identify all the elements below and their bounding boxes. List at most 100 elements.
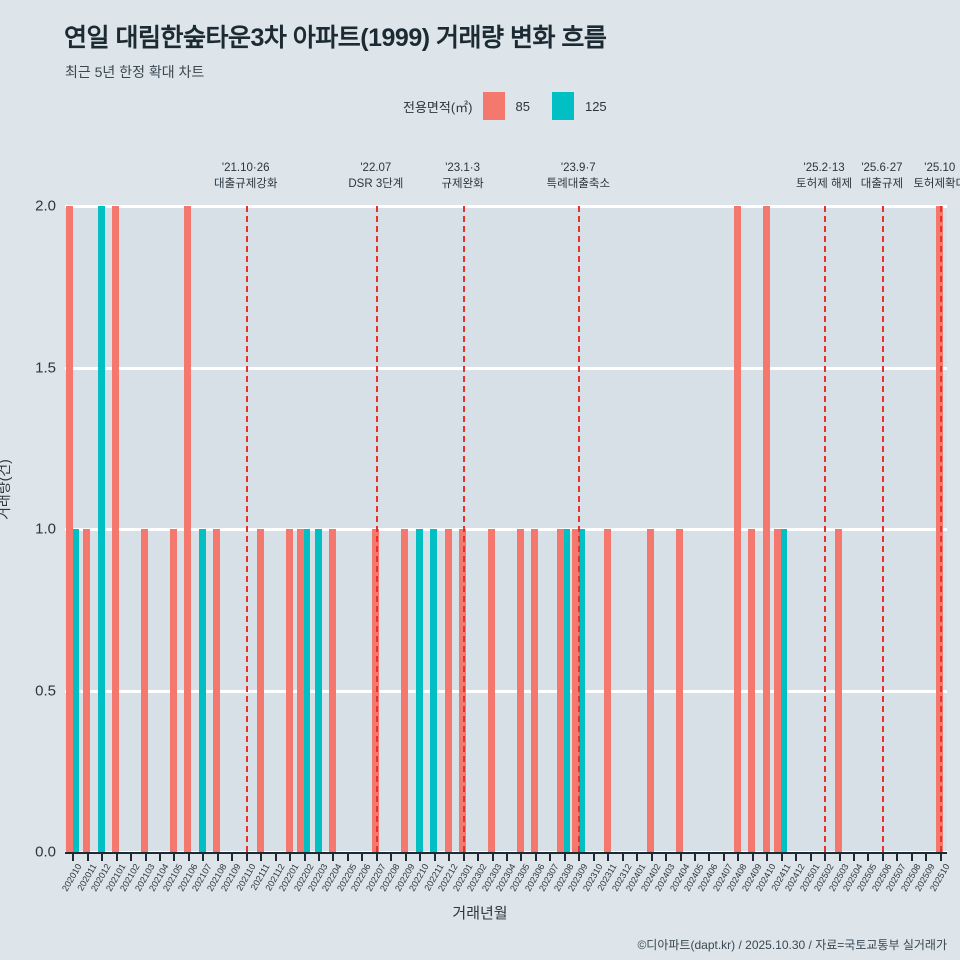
x-tick: [130, 852, 133, 861]
annotation-text: 대출규제강화: [213, 178, 278, 190]
bar-85: [557, 529, 565, 852]
bar-125: [415, 529, 423, 852]
annotation-line: [824, 206, 827, 852]
bar-85: [444, 529, 452, 852]
x-tick: [231, 852, 234, 861]
bar-125: [71, 529, 79, 852]
x-tick: [636, 852, 639, 861]
bar-85: [488, 529, 496, 852]
bar-85: [762, 206, 770, 852]
page-subtitle: 최근 5년 한정 확대 차트: [65, 64, 205, 80]
bar-85: [328, 529, 336, 852]
x-tick: [404, 852, 407, 861]
bar-125: [314, 529, 322, 852]
annotation-line: [375, 206, 378, 852]
gridline: [65, 689, 947, 693]
x-tick: [592, 852, 595, 861]
legend-swatch-125: [551, 92, 574, 120]
x-tick: [506, 852, 508, 861]
annotation-label: '23.9·7 특례대출축소: [547, 160, 610, 192]
x-axis-title: 거래년월: [452, 905, 508, 922]
x-tick: [722, 852, 725, 861]
x-tick: [925, 852, 928, 861]
x-tick: [838, 852, 841, 861]
x-tick: [216, 852, 219, 861]
bar-85: [531, 529, 539, 852]
x-tick: [433, 852, 436, 861]
legend: 전용면적(㎡) 85 125: [403, 92, 629, 120]
x-tick: [72, 852, 75, 861]
bar-85: [603, 529, 611, 852]
bar-125: [577, 529, 585, 852]
x-tick: [86, 852, 89, 861]
gridline: [65, 528, 947, 531]
annotation-text: DSR 3단계: [348, 178, 404, 190]
x-tick: [650, 852, 653, 861]
annotation-date: '25.6·27: [861, 162, 903, 174]
x-tick: [679, 852, 682, 861]
legend-label-125: 125: [584, 98, 607, 114]
bar-85: [733, 206, 741, 852]
bar-85: [774, 529, 782, 852]
annotation-date: '23.1·3: [445, 162, 481, 174]
x-tick: [607, 852, 610, 861]
x-tick: [491, 852, 494, 861]
y-tick-label: 2.0: [35, 197, 56, 215]
bar-125: [563, 529, 571, 852]
bar-85: [647, 529, 655, 852]
annotation-date: '23.9·7: [560, 162, 596, 174]
bar-85: [401, 529, 409, 852]
x-tick: [824, 852, 827, 861]
x-tick: [245, 852, 248, 861]
annotation-line: [881, 206, 884, 852]
x-tick: [158, 852, 161, 861]
annotation-label: '22.07 DSR 3단계: [348, 160, 403, 192]
annotation-label: '25.2·13 토허제 해제: [796, 160, 852, 192]
x-tick: [390, 852, 393, 861]
x-tick: [766, 852, 769, 861]
x-tick: [780, 852, 783, 861]
annotation-text: 토허제 해제: [796, 178, 853, 190]
annotation-line: [462, 206, 465, 852]
page-title: 연일 대림한숲타운3차 아파트(1999) 거래량 변화 흐름: [64, 24, 607, 52]
annotation-label: '21.10·26 대출규제강화: [214, 160, 277, 192]
x-tick: [939, 852, 942, 861]
bar-85: [516, 529, 524, 852]
bar-85: [571, 529, 579, 852]
x-tick: [462, 852, 465, 861]
plot-area: [65, 205, 947, 854]
x-tick: [563, 852, 566, 861]
bar-85: [748, 529, 756, 852]
bar-85: [676, 529, 683, 852]
bar-125: [430, 529, 438, 852]
x-tick: [809, 852, 812, 861]
x-tick: [202, 852, 205, 861]
x-tick: [419, 852, 422, 861]
x-tick: [303, 852, 306, 861]
bar-85: [112, 206, 120, 852]
x-tick: [751, 852, 754, 861]
x-tick: [332, 852, 335, 861]
bar-85: [256, 529, 264, 852]
x-tick: [101, 852, 104, 861]
x-tick: [693, 852, 696, 861]
x-tick: [346, 852, 349, 861]
x-tick: [910, 852, 913, 861]
bar-85: [184, 206, 192, 852]
bar-125: [303, 529, 311, 852]
x-tick: [867, 852, 870, 861]
y-tick-label: 1.0: [35, 520, 56, 538]
y-axis-title: 거래량(건): [0, 459, 12, 520]
bar-85: [169, 529, 177, 852]
annotation-label: '23.1·3 규제완화: [441, 160, 483, 192]
x-tick: [375, 852, 378, 861]
bar-85: [297, 529, 305, 852]
legend-title: 전용면적(㎡): [403, 99, 473, 115]
x-tick: [187, 852, 190, 861]
x-tick: [318, 852, 321, 861]
bar-85: [65, 206, 73, 852]
annotation-date: '25.10: [924, 162, 956, 174]
annotation-label: '25.10 토허제확대: [913, 160, 960, 192]
x-tick: [534, 852, 537, 861]
